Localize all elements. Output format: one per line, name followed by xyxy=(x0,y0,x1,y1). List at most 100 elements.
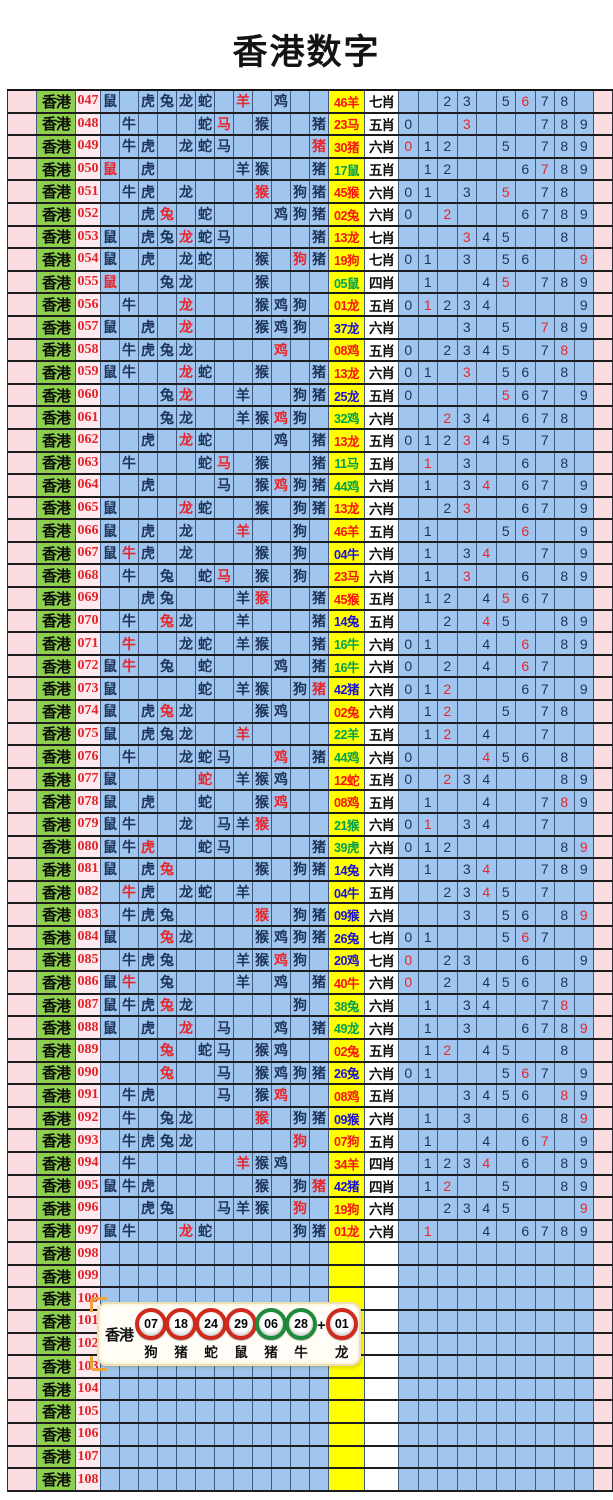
zodiac-cell: 龙 xyxy=(177,881,196,903)
zodiac-cell xyxy=(177,791,196,812)
zodiac-cell xyxy=(291,972,310,993)
zodiac-cell xyxy=(272,836,291,858)
region-cell: 香港 xyxy=(37,542,76,564)
digit-cell xyxy=(418,407,438,428)
digit-cell: 2 xyxy=(438,203,458,225)
zodiac-cell: 虎 xyxy=(139,520,158,541)
zodiac-cell: 狗 xyxy=(291,316,310,338)
left-spacer-cell xyxy=(8,1175,37,1197)
zodiac-cell: 虎 xyxy=(139,588,158,609)
digit-cell xyxy=(477,1446,497,1468)
xiao-count-cell: 五肖 xyxy=(365,588,399,609)
zodiac-cell: 龙 xyxy=(177,294,196,315)
zodiac-cell: 狗 xyxy=(291,181,310,202)
digit-cell xyxy=(477,316,497,338)
digit-cell: 2 xyxy=(438,768,458,790)
digit-cell: 5 xyxy=(496,881,516,903)
digit-cell: 6 xyxy=(516,655,536,677)
digit-cell xyxy=(516,859,536,880)
right-spacer-cell xyxy=(594,926,613,948)
digit-cell xyxy=(496,655,516,677)
digit-cell xyxy=(555,1401,575,1423)
result-cell: 13龙 xyxy=(329,497,365,519)
table-row: 香港 056 牛龙猴鸡狗 01龙 五肖 0 1 2 3 4 9 xyxy=(7,294,613,317)
zodiac-cell: 猪 xyxy=(310,655,329,677)
zodiac-cell: 猴 xyxy=(253,181,272,202)
zodiac-cell: 蛇 xyxy=(196,113,215,135)
zodiac-cell xyxy=(120,1469,139,1490)
zodiac-cell xyxy=(139,814,158,835)
zodiac-cell xyxy=(120,701,139,722)
digit-cell: 5 xyxy=(496,249,516,270)
digit-cell: 1 xyxy=(418,1017,438,1038)
digit-cell: 4 xyxy=(477,1085,497,1106)
draw-number-cell: 053 xyxy=(76,226,101,248)
right-spacer-cell xyxy=(594,91,613,112)
table-row: 香港 076 牛龙蛇马鸡猪 44鸡 六肖 0 4 5 6 8 xyxy=(7,746,613,769)
zodiac-cell xyxy=(120,1378,139,1400)
digit-cell: 0 xyxy=(399,429,419,451)
digit-cell: 6 xyxy=(516,497,536,519)
zodiac-cell xyxy=(158,181,177,202)
xiao-count-cell: 六肖 xyxy=(365,1107,399,1129)
digit-cell: 6 xyxy=(516,588,536,609)
digit-cell xyxy=(535,610,555,632)
xiao-count-cell: 六肖 xyxy=(365,316,399,338)
digit-cell xyxy=(457,1378,477,1400)
zodiac-cell xyxy=(253,520,272,541)
zodiac-cell: 龙 xyxy=(177,136,196,157)
zodiac-cell xyxy=(253,339,272,361)
zodiac-cell xyxy=(234,565,253,587)
xiao-count-cell: 五肖 xyxy=(365,158,399,180)
digit-cell: 8 xyxy=(555,158,575,180)
zodiac-cell: 猴 xyxy=(253,362,272,383)
zodiac-cell xyxy=(139,746,158,767)
left-spacer-cell xyxy=(8,1265,37,1287)
right-spacer-cell xyxy=(594,1152,613,1174)
result-cell: 42猪 xyxy=(329,678,365,700)
digit-cell xyxy=(574,814,594,835)
digit-cell xyxy=(438,452,458,474)
zodiac-cell: 狗 xyxy=(291,949,310,971)
digit-cell xyxy=(516,1175,536,1197)
digit-cell: 5 xyxy=(496,339,516,361)
digit-cell xyxy=(438,113,458,135)
digit-cell xyxy=(574,362,594,383)
result-cell: 49龙 xyxy=(329,1017,365,1038)
digit-cell: 4 xyxy=(477,475,497,496)
digit-cell: 7 xyxy=(535,203,555,225)
zodiac-cell: 兔 xyxy=(158,339,177,361)
digit-cell: 9 xyxy=(574,136,594,157)
corner-ornament-icon xyxy=(90,1297,107,1312)
zodiac-cell: 狗 xyxy=(291,926,310,948)
digit-cell xyxy=(535,1469,555,1490)
region-cell: 香港 xyxy=(37,1107,76,1129)
zodiac-cell: 牛 xyxy=(120,904,139,925)
region-cell: 香港 xyxy=(37,926,76,948)
xiao-count-cell: 六肖 xyxy=(365,904,399,925)
zodiac-cell xyxy=(101,1085,120,1106)
zodiac-cell xyxy=(120,429,139,451)
zodiac-cell xyxy=(177,859,196,880)
digit-cell xyxy=(438,1062,458,1084)
zodiac-cell xyxy=(234,1220,253,1242)
digit-cell: 9 xyxy=(574,475,594,496)
zodiac-cell xyxy=(139,655,158,677)
region-cell: 香港 xyxy=(37,1288,76,1310)
zodiac-cell: 牛 xyxy=(120,814,139,835)
zodiac-cell xyxy=(215,701,234,722)
zodiac-cell xyxy=(291,746,310,767)
draw-number-cell: 065 xyxy=(76,497,101,519)
digit-cell: 9 xyxy=(574,1017,594,1038)
draw-number-cell: 107 xyxy=(76,1446,101,1468)
digit-cell xyxy=(399,565,419,587)
digit-cell: 4 xyxy=(477,429,497,451)
xiao-count-cell xyxy=(365,1333,399,1355)
digit-cell: 8 xyxy=(555,633,575,654)
region-cell: 香港 xyxy=(37,723,76,745)
zodiac-cell: 猪 xyxy=(310,904,329,925)
digit-cell xyxy=(399,1243,419,1264)
right-spacer-cell xyxy=(594,565,613,587)
draw-number-cell: 075 xyxy=(76,723,101,745)
result-cell: 09猴 xyxy=(329,904,365,925)
